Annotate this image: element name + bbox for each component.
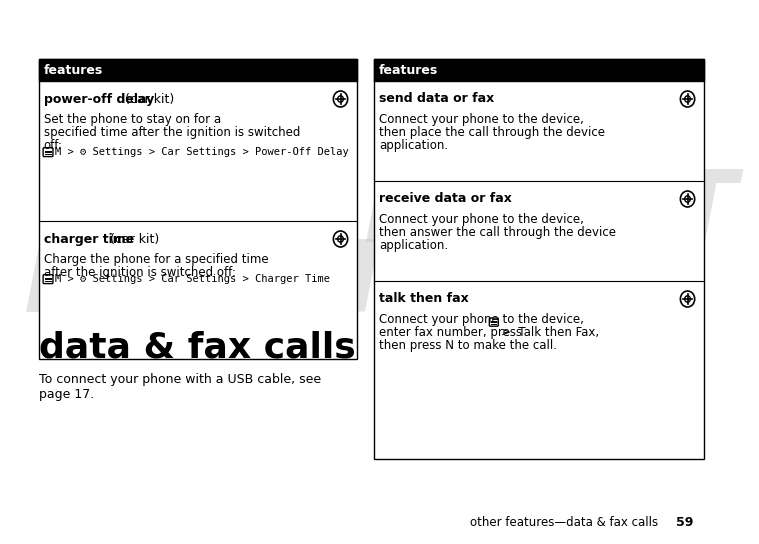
Text: features: features (379, 64, 438, 77)
Text: M > ⚙ Settings > Car Settings > Charger Time: M > ⚙ Settings > Car Settings > Charger … (55, 274, 330, 284)
Text: Connect your phone to the device,: Connect your phone to the device, (379, 213, 584, 226)
Text: then answer the call through the device: then answer the call through the device (379, 226, 616, 239)
Text: Set the phone to stay on for a: Set the phone to stay on for a (43, 113, 221, 126)
Bar (39, 59, 357, 81)
Text: Connect your phone to the device,: Connect your phone to the device, (379, 113, 584, 126)
Bar (374, 59, 704, 81)
Text: >  Talk then Fax,: > Talk then Fax, (501, 326, 599, 339)
Text: charger time: charger time (43, 232, 134, 245)
Text: Connect your phone to the device,: Connect your phone to the device, (379, 313, 584, 326)
Bar (39, 59, 357, 359)
Text: M > ⚙ Settings > Car Settings > Power-Off Delay: M > ⚙ Settings > Car Settings > Power-Of… (55, 147, 349, 157)
Text: enter fax number, press: enter fax number, press (379, 326, 526, 339)
Text: talk then fax: talk then fax (379, 293, 469, 306)
Text: power-off delay: power-off delay (43, 92, 154, 106)
Text: page 17.: page 17. (39, 388, 94, 401)
Text: then press N to make the call.: then press N to make the call. (379, 339, 557, 352)
Text: 59: 59 (676, 516, 694, 529)
Text: receive data or fax: receive data or fax (379, 193, 512, 206)
Text: application.: application. (379, 139, 448, 152)
Text: application.: application. (379, 239, 448, 252)
Text: other features—data & fax calls: other features—data & fax calls (470, 516, 658, 529)
Text: specified time after the ignition is switched: specified time after the ignition is swi… (43, 126, 300, 139)
Text: DRAFT: DRAFT (24, 236, 398, 332)
Text: (car kit): (car kit) (121, 92, 175, 106)
Text: data & fax calls: data & fax calls (39, 331, 356, 365)
Text: features: features (43, 64, 102, 77)
Text: To connect your phone with a USB cable, see: To connect your phone with a USB cable, … (39, 373, 321, 386)
Text: DRAFT: DRAFT (364, 165, 738, 263)
Text: send data or fax: send data or fax (379, 92, 494, 106)
Text: then place the call through the device: then place the call through the device (379, 126, 605, 139)
Text: off:: off: (43, 139, 62, 152)
Text: after the ignition is switched off:: after the ignition is switched off: (43, 266, 235, 279)
Text: Charge the phone for a specified time: Charge the phone for a specified time (43, 253, 268, 266)
Bar (374, 59, 704, 459)
Text: (car kit): (car kit) (106, 232, 159, 245)
